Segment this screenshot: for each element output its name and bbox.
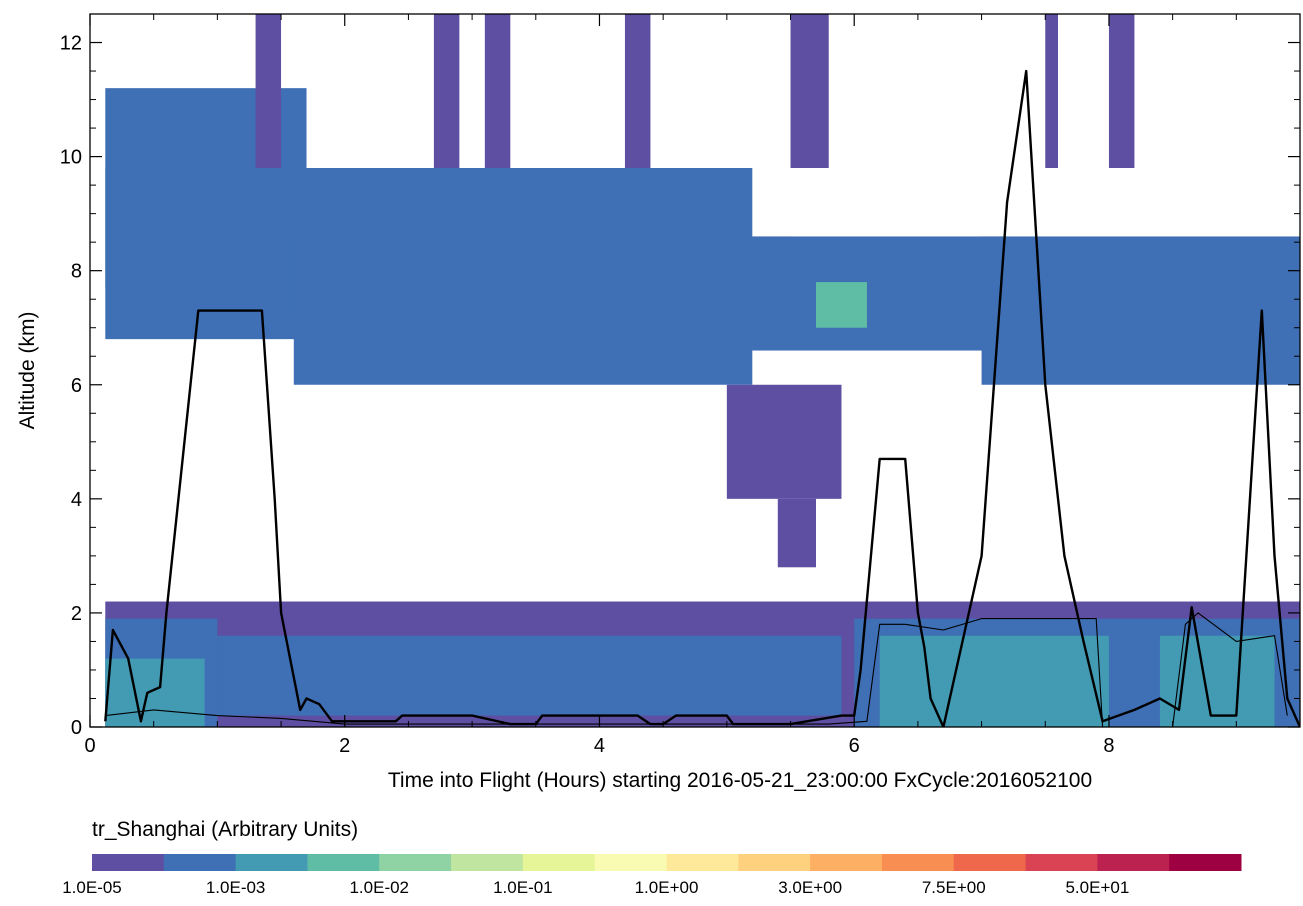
colorbar-swatch-7 [594,854,667,871]
series-line-1 [105,612,1288,727]
x-tick-label-2: 4 [594,735,605,757]
y-tick-label-1: 2 [71,603,82,625]
heatmap-region-10 [726,384,842,499]
heatmap-region-15 [624,14,651,169]
colorbar-label-6: 7.5E+00 [922,878,986,897]
heatmap-region-18 [1108,14,1135,169]
colorbar: 1.0E-05 1.0E-03 1.0E-02 1.0E-01 1.0E+00 3.0E+… [62,854,1242,897]
colorbar-swatch-12 [953,854,1027,871]
y-tick-label-5: 10 [60,147,82,169]
colorbar-swatch-8 [666,854,739,871]
plot-frame [89,13,1301,728]
heatmap-region-12 [255,14,282,169]
colorbar-swatch-13 [1025,854,1098,871]
heatmap-region-6 [816,282,867,328]
colorbar-label-3: 1.0E-01 [493,878,553,897]
axes: 0 2 4 6 8 0 2 4 6 8 10 12 [60,13,1301,757]
colorbar-swatch-10 [810,854,883,871]
altitude-lines [104,69,1300,727]
x-tick-label-3: 6 [849,735,860,757]
heatmap-region-17 [1045,14,1058,169]
x-axis-title: Time into Flight (Hours) starting 2016-0… [388,769,1092,792]
heatmap-region-16 [790,14,829,169]
heatmap-region-24 [879,635,1109,727]
colorbar-label-5: 3.0E+00 [778,878,842,897]
heatmap-region-11 [777,498,816,568]
colorbar-label-2: 1.0E-02 [349,878,409,897]
heatmap-region-25 [1159,635,1275,727]
heatmap-region-13 [433,14,460,169]
colorbar-swatch-5 [451,854,524,871]
colorbar-swatch-11 [881,854,955,871]
heatmap-region-4 [293,168,753,385]
x-tick-label-1: 2 [339,735,350,757]
colorbar-swatch-2 [235,854,308,871]
colorbar-label-4: 1.0E+00 [635,878,699,897]
heatmap-region-22 [105,658,205,727]
colorbar-label-7: 5.0E+01 [1065,878,1129,897]
colorbar-swatch-14 [1097,854,1170,871]
heatmap-region-21 [217,635,842,716]
heatmap-regions [105,14,1300,727]
colorbar-title: tr_Shanghai (Arbitrary Units) [92,818,358,841]
colorbar-swatch-6 [522,854,596,871]
colorbar-swatch-15 [1169,854,1242,871]
colorbar-label-1: 1.0E-03 [206,878,266,897]
colorbar-swatch-4 [379,854,452,871]
y-tick-label-4: 8 [71,261,82,283]
x-tick-label-4: 8 [1103,735,1114,757]
y-tick-label-2: 4 [71,489,82,511]
colorbar-label-0: 1.0E-05 [62,878,122,897]
y-tick-label-0: 0 [71,717,82,739]
colorbar-swatch-0 [92,854,165,871]
y-tick-label-3: 6 [71,375,82,397]
x-tick-label-0: 0 [84,735,95,757]
colorbar-swatch-9 [738,854,811,871]
colorbar-swatch-3 [307,854,380,871]
y-tick-label-6: 12 [60,33,82,55]
heatmap-region-14 [484,14,511,169]
colorbar-swatch-1 [163,854,237,871]
y-axis-title: Altitude (km) [16,312,39,430]
heatmap-region-9 [981,236,1300,385]
